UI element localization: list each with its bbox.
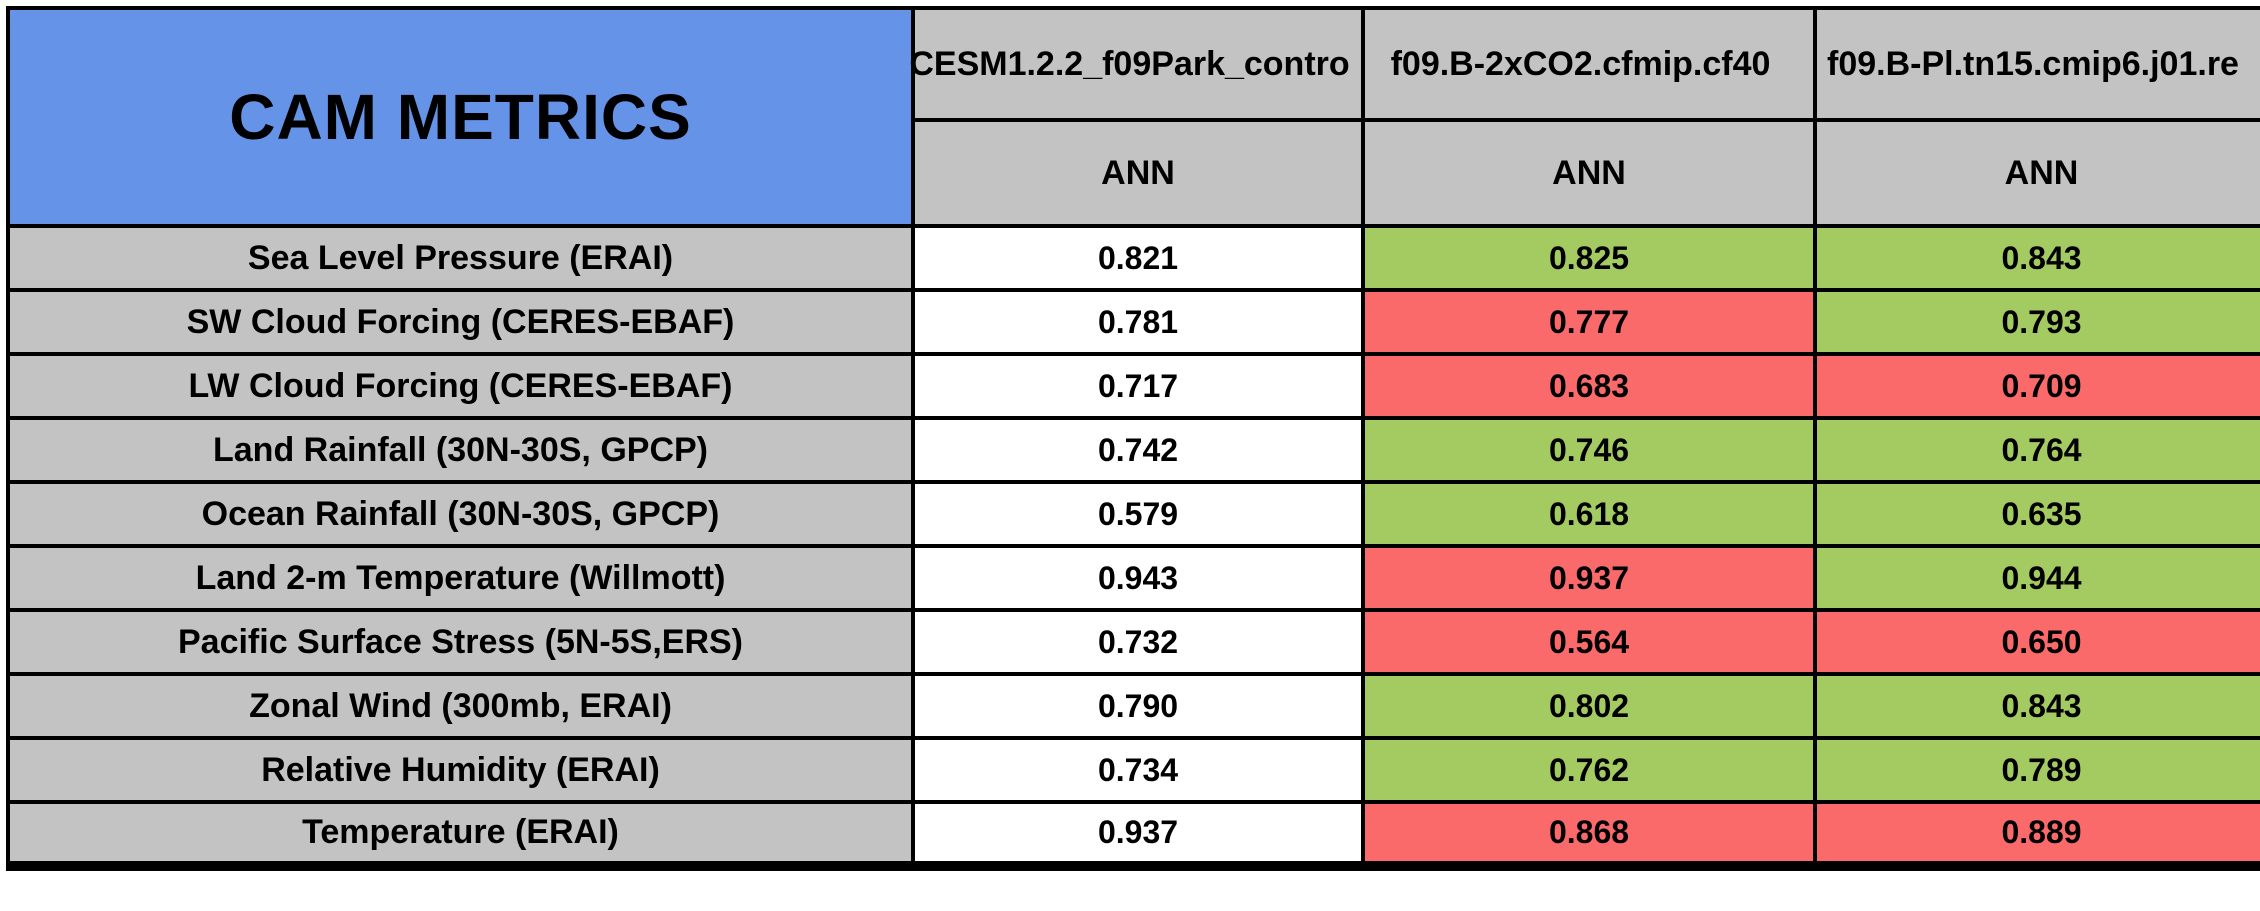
column-header-control: CESM1.2.2_f09Park_contro <box>909 6 1365 122</box>
value-cell: 0.943 <box>911 544 1365 612</box>
value-cell: 0.618 <box>1361 480 1817 548</box>
cam-metrics-table-container: CAM METRICS CESM1.2.2_f09Park_contro f09… <box>6 6 2260 871</box>
season-header-row: ANN ANN ANN <box>8 118 2260 228</box>
value-cell: 0.762 <box>1361 736 1817 804</box>
value-cell: 0.650 <box>1813 608 2260 676</box>
value-cell: 0.734 <box>911 736 1365 804</box>
table-title-cell: CAM METRICS <box>6 6 915 228</box>
value-cell: 0.802 <box>1361 672 1817 740</box>
column-header-control-label: CESM1.2.2_f09Park_contro <box>909 44 1350 83</box>
value-cell: 0.944 <box>1813 544 2260 612</box>
value-cell: 0.937 <box>1361 544 1817 612</box>
metric-label: Pacific Surface Stress (5N-5S,ERS) <box>6 608 915 676</box>
value-cell: 0.579 <box>911 480 1365 548</box>
table-row: LW Cloud Forcing (CERES-EBAF) 0.717 0.68… <box>6 352 2260 420</box>
table-row: Relative Humidity (ERAI) 0.734 0.762 0.7… <box>6 736 2260 804</box>
value-cell: 0.742 <box>911 416 1365 484</box>
season-header-cell: ANN <box>911 118 1365 228</box>
value-cell: 0.732 <box>911 608 1365 676</box>
column-header-2xco2: f09.B-2xCO2.cfmip.cf40 <box>1361 6 1817 122</box>
value-cell: 0.868 <box>1361 800 1817 868</box>
value-cell: 0.564 <box>1361 608 1817 676</box>
metric-label: Land Rainfall (30N-30S, GPCP) <box>6 416 915 484</box>
value-cell: 0.889 <box>1813 800 2260 868</box>
value-cell: 0.825 <box>1361 224 1817 292</box>
cam-metrics-table: CAM METRICS CESM1.2.2_f09Park_contro f09… <box>6 6 2260 871</box>
metric-label: Zonal Wind (300mb, ERAI) <box>6 672 915 740</box>
metric-label: Temperature (ERAI) <box>6 800 915 868</box>
value-cell: 0.746 <box>1361 416 1817 484</box>
metric-label: Ocean Rainfall (30N-30S, GPCP) <box>6 480 915 548</box>
value-cell: 0.843 <box>1813 672 2260 740</box>
column-header-2xco2-label: f09.B-2xCO2.cfmip.cf40 <box>1390 44 1771 83</box>
table-row: Land 2-m Temperature (Willmott) 0.943 0.… <box>6 544 2260 612</box>
metric-label: Land 2-m Temperature (Willmott) <box>6 544 915 612</box>
value-cell: 0.789 <box>1813 736 2260 804</box>
table-row: SW Cloud Forcing (CERES-EBAF) 0.781 0.77… <box>6 288 2260 356</box>
metric-label: Sea Level Pressure (ERAI) <box>6 224 915 292</box>
table-row: Zonal Wind (300mb, ERAI) 0.790 0.802 0.8… <box>6 672 2260 740</box>
value-cell: 0.781 <box>911 288 1365 356</box>
table-row: Sea Level Pressure (ERAI) 0.821 0.825 0.… <box>6 224 2260 292</box>
season-header-cell: ANN <box>1813 118 2260 228</box>
table-row: Land Rainfall (30N-30S, GPCP) 0.742 0.74… <box>6 416 2260 484</box>
value-cell: 0.777 <box>1361 288 1817 356</box>
value-cell: 0.635 <box>1813 480 2260 548</box>
metric-label: SW Cloud Forcing (CERES-EBAF) <box>6 288 915 356</box>
value-cell: 0.709 <box>1813 352 2260 420</box>
value-cell: 0.764 <box>1813 416 2260 484</box>
value-cell: 0.717 <box>911 352 1365 420</box>
value-cell: 0.683 <box>1361 352 1817 420</box>
table-row: Pacific Surface Stress (5N-5S,ERS) 0.732… <box>6 608 2260 676</box>
value-cell: 0.821 <box>911 224 1365 292</box>
table-row: Temperature (ERAI) 0.937 0.868 0.889 <box>6 800 2260 868</box>
season-header-cell: ANN <box>1361 118 1817 228</box>
metric-label: LW Cloud Forcing (CERES-EBAF) <box>6 352 915 420</box>
column-header-pi-label: f09.B-Pl.tn15.cmip6.j01.re <box>1827 44 2239 83</box>
value-cell: 0.793 <box>1813 288 2260 356</box>
page-title: CAM METRICS <box>229 81 692 153</box>
value-cell: 0.790 <box>911 672 1365 740</box>
column-header-pi: f09.B-Pl.tn15.cmip6.j01.re <box>1813 6 2260 122</box>
table-row: Ocean Rainfall (30N-30S, GPCP) 0.579 0.6… <box>6 480 2260 548</box>
model-header-row: CAM METRICS CESM1.2.2_f09Park_contro f09… <box>6 6 2260 228</box>
value-cell: 0.937 <box>911 800 1365 868</box>
metric-label: Relative Humidity (ERAI) <box>6 736 915 804</box>
value-cell: 0.843 <box>1813 224 2260 292</box>
